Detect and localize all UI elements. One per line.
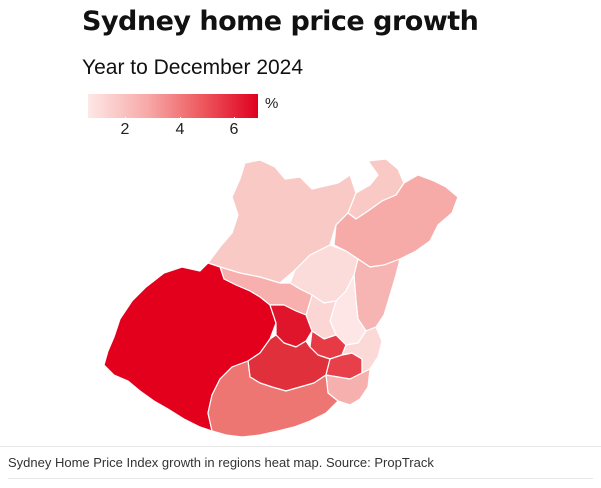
sydney-heat-map	[103, 158, 459, 438]
legend-gradient-bar	[88, 94, 258, 118]
caption-bottom-divider	[8, 478, 593, 479]
legend-tick-mark	[234, 117, 235, 123]
color-legend: % 2 4 6	[88, 94, 318, 154]
map-region-northern-beaches	[353, 258, 401, 332]
figure-caption: Sydney Home Price Index growth in region…	[8, 455, 434, 470]
legend-tick-mark	[180, 117, 181, 123]
legend-tick-mark	[125, 117, 126, 123]
legend-tick-label: 4	[175, 121, 185, 138]
map-region-campbelltown	[207, 360, 339, 438]
legend-tick-label: 6	[229, 121, 239, 138]
caption-divider	[0, 446, 601, 447]
chart-title: Sydney home price growth	[82, 6, 479, 37]
legend-unit: %	[265, 95, 279, 112]
legend-tick-label: 2	[120, 121, 130, 138]
map-region-eastern-suburbs	[341, 326, 383, 374]
chart-subtitle: Year to December 2024	[82, 56, 304, 79]
